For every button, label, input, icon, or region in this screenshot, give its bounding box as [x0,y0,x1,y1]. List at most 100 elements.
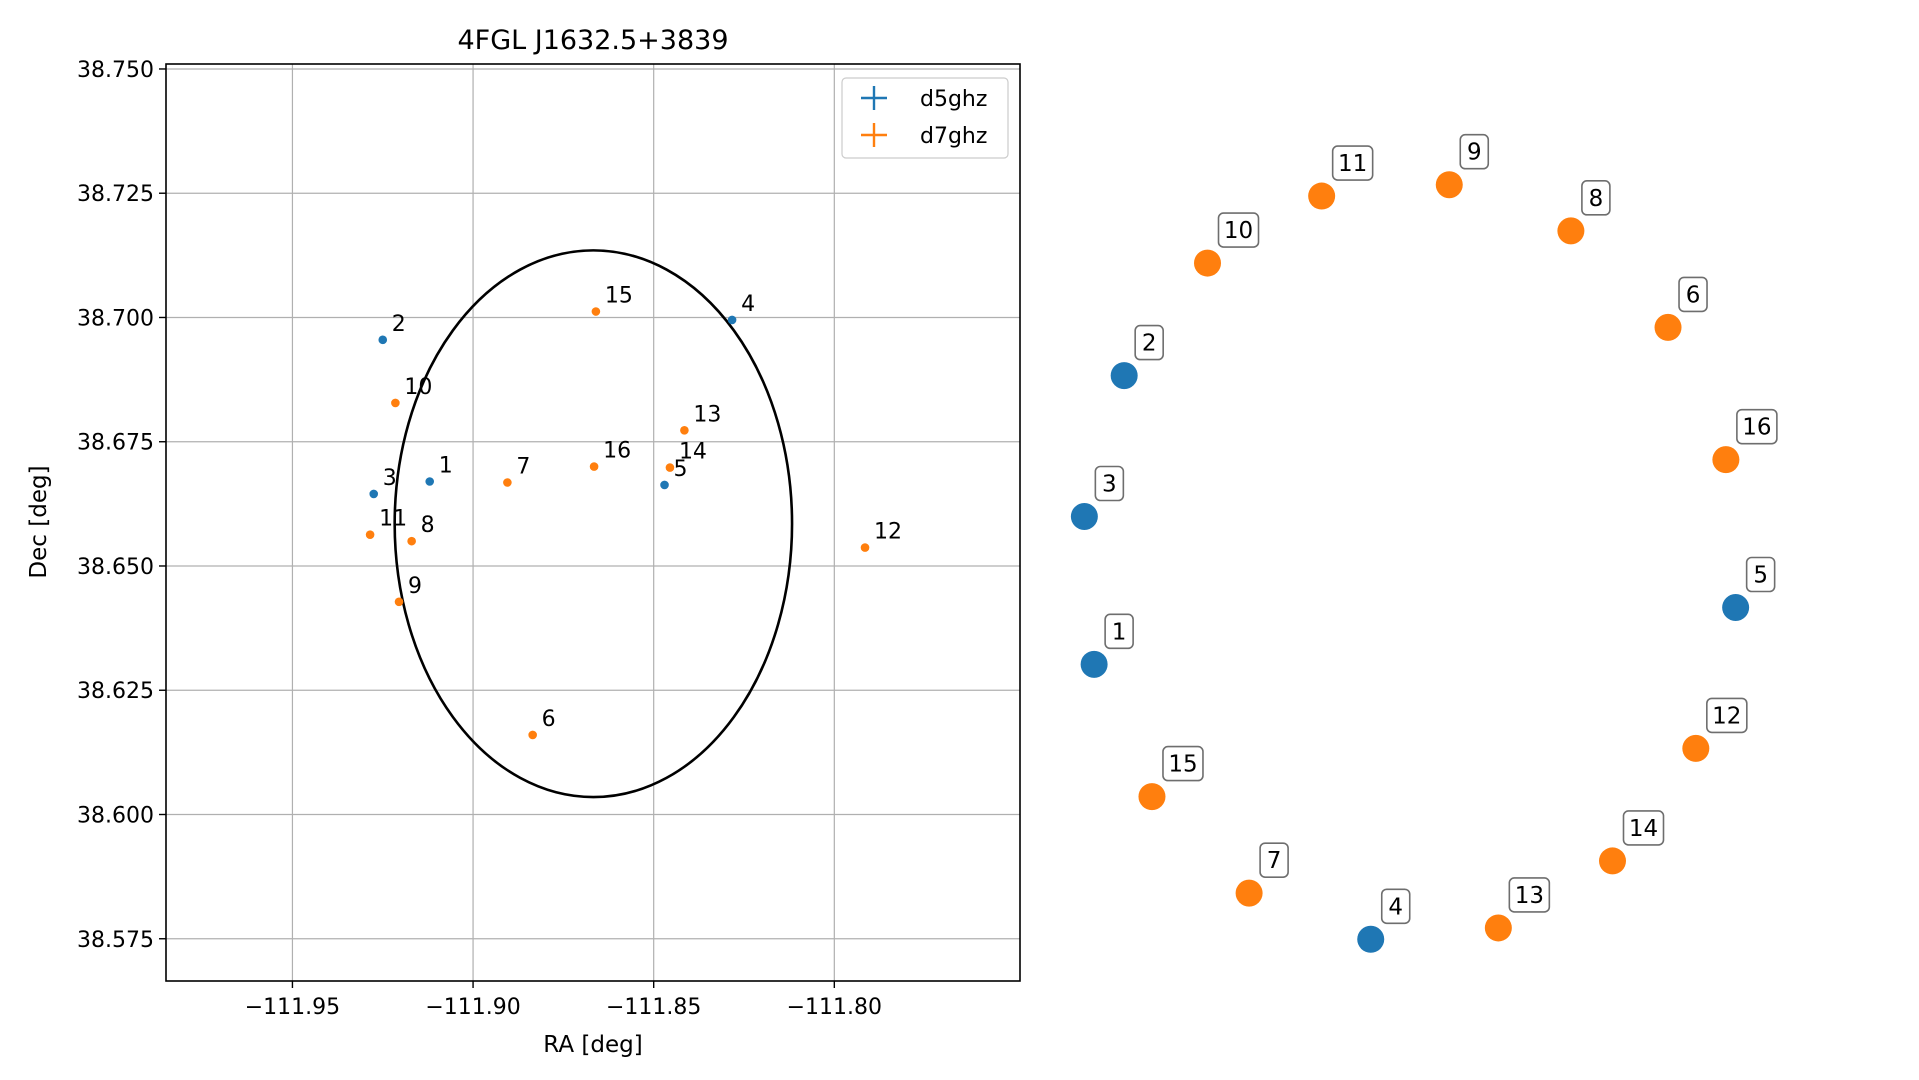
y-axis-label: Dec [deg] [26,465,52,578]
legend-marker-d7ghz [861,123,887,147]
ring-marker-10 [1194,249,1222,277]
ring-label-box [1331,145,1374,181]
ring-node-3: 3 [1070,465,1125,531]
ring-marker-14 [1598,847,1626,875]
plot-frame [165,63,1021,982]
point-label-16: 16 [603,439,631,464]
ring-label-14: 14 [1629,816,1658,842]
y-tick-label: 38.750 [77,58,154,83]
point-label-12: 12 [874,520,902,545]
ring-marker-6 [1654,313,1682,341]
ring-node-14: 14 [1598,810,1665,875]
ring-node-16: 16 [1712,408,1778,474]
ring-marker-8 [1557,217,1585,245]
point-9 [394,597,404,607]
ring-node-10: 10 [1194,212,1260,277]
ring-label-12: 12 [1712,703,1741,729]
ring-label-box [1745,556,1776,593]
point-label-2: 2 [392,312,406,337]
ring-label-4: 4 [1388,894,1403,920]
ring-label-1: 1 [1112,619,1127,645]
ring-node-12: 12 [1682,697,1748,762]
ring-node-4: 4 [1357,888,1411,953]
ring-label-box [1104,613,1134,650]
ring-marker-11 [1308,182,1336,210]
error-circle-layer [393,249,794,799]
legend-label-d5ghz: d5ghz [920,87,987,112]
point-label-5: 5 [674,457,688,482]
point-15 [591,307,601,316]
point-4 [727,315,737,325]
point-label-9: 9 [408,574,422,599]
point-5 [660,480,669,490]
ring-marker-2 [1110,362,1138,390]
ring-node-13: 13 [1484,877,1551,942]
ring-label-box [1508,877,1551,913]
point-10 [391,398,400,408]
axis-ticks: −111.95 −111.90 −111.85 −111.80 38.575 38.600… [77,58,882,1020]
point-7 [503,478,512,487]
ring-node-2: 2 [1110,324,1164,390]
ring-label-box [1736,408,1778,445]
point-8 [407,536,416,546]
ring-marker-13 [1484,914,1512,942]
point-label-3: 3 [383,466,397,491]
point-11 [365,530,375,539]
ring-marker-15 [1138,783,1166,811]
ring-label-box [1459,133,1490,170]
point-13 [680,426,689,435]
ring-label-5: 5 [1753,562,1768,588]
point-label-1: 1 [439,453,453,478]
point-12 [860,543,870,552]
ring-marker-9 [1435,171,1463,199]
y-tick-label: 38.675 [77,431,154,456]
ring-node-1: 1 [1080,613,1134,678]
point-14 [665,463,675,472]
y-tick-label: 38.600 [77,803,154,828]
ring-label-2: 2 [1142,331,1157,357]
ring-label-box [1217,212,1260,248]
y-tick-label: 38.650 [77,555,154,580]
ring-label-box [1706,697,1748,734]
error-circle [393,249,794,799]
point-label-11: 11 [379,507,407,532]
point-2 [378,335,388,345]
point-16 [589,462,599,471]
ring-label-box [1259,842,1289,878]
point-1 [425,477,435,486]
ring-label-15: 15 [1168,752,1197,778]
y-tick-label: 38.725 [77,182,154,207]
x-tick-label: −111.80 [787,995,882,1020]
ring-label-3: 3 [1102,472,1117,498]
legend-label-d7ghz: d7ghz [920,124,987,149]
ring-node-9: 9 [1435,133,1490,199]
ring-label-box [1380,888,1411,925]
ring-node-8: 8 [1557,180,1611,245]
point-label-14: 14 [679,440,707,465]
ring-label-16: 16 [1742,415,1771,441]
point-6 [528,730,537,740]
point-label-13: 13 [693,402,721,427]
ring-label-box [1162,745,1204,782]
legend-marker-d5ghz [861,86,887,110]
ring-marker-4 [1357,925,1385,953]
point-label-8: 8 [421,513,435,538]
ring-marker-16 [1712,446,1740,474]
ring-node-15: 15 [1138,745,1204,811]
legend: d5ghz d7ghz [841,77,1009,159]
point-3 [369,489,379,499]
ring-node-6: 6 [1654,276,1708,341]
ring-node-11: 11 [1308,145,1374,210]
ring-label-box [1678,276,1708,313]
y-tick-label: 38.575 [77,928,154,953]
ring-label-box [1094,465,1125,502]
x-tick-label: −111.85 [606,995,701,1020]
ring-marker-5 [1722,593,1750,621]
ring-label-13: 13 [1515,883,1544,909]
ring-marker-1 [1080,650,1108,678]
ring-label-8: 8 [1589,186,1604,212]
point-label-7: 7 [516,454,530,479]
ring-marker-12 [1682,734,1710,762]
ring-label-9: 9 [1467,140,1482,166]
